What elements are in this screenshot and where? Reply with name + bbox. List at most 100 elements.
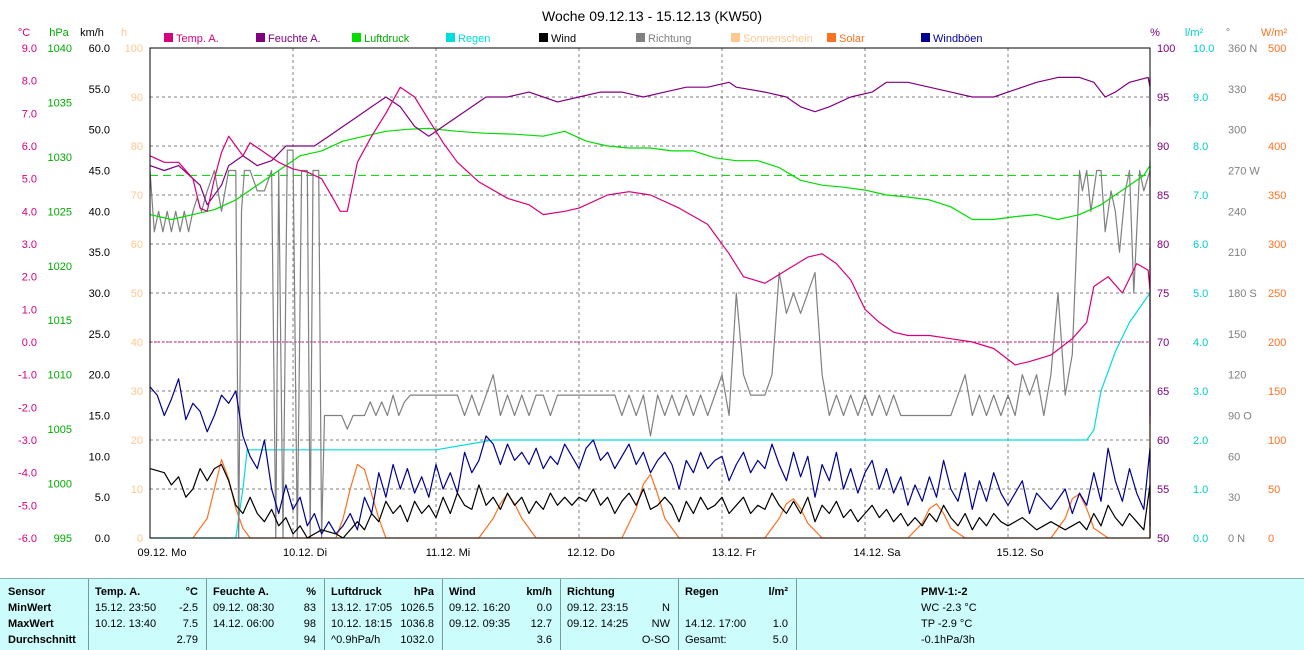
- legend-item: Luftdruck: [352, 33, 410, 45]
- direction-min-time: 09.12. 23:15: [567, 602, 629, 614]
- tick-label-humidity: 90: [1157, 141, 1169, 153]
- rain-max-value: 1.0: [772, 618, 788, 630]
- table-col-rain: Regen l/m² 14.12. 17:00 1.0 Gesamt: 5.0: [678, 579, 796, 650]
- tick-label-solar: 150: [1268, 386, 1286, 398]
- series-line-luftdruck: [149, 127, 1151, 221]
- humidity-avg-value: 94: [303, 634, 316, 646]
- legend: Temp. A. Feuchte A. Luftdruck Regen Wind Rich…: [164, 33, 983, 45]
- tick-label-rain: 9.0: [1193, 92, 1208, 104]
- legend-swatch: [256, 33, 265, 42]
- tick-label-sun: 80: [131, 141, 143, 153]
- table-col-wind: Wind km/h 09.12. 16:20 0.0 09.12. 09:35 12.…: [442, 579, 560, 650]
- legend-item: Feuchte A.: [256, 33, 321, 45]
- tick-label-temp: 8.0: [22, 76, 37, 88]
- table-header-wind: Wind: [449, 586, 476, 598]
- tick-label-direction: 30: [1228, 492, 1240, 504]
- tick-label-temp: 6.0: [22, 141, 37, 153]
- tick-label-solar: 200: [1268, 337, 1286, 349]
- pressure-trend: ^0.9hPa/h: [331, 634, 381, 646]
- tick-label-rain: 10.0: [1193, 43, 1214, 55]
- tick-label-temp: 9.0: [22, 43, 37, 55]
- legend-swatch: [636, 33, 645, 42]
- series-line-wind: [149, 463, 1151, 539]
- tick-label-wind: 35.0: [89, 247, 110, 259]
- legend-swatch: [164, 33, 173, 42]
- tick-label-humidity: 65: [1157, 386, 1169, 398]
- axis-unit-labels: °C hPa km/h h% l/m² ° W/m²: [18, 27, 1288, 39]
- axis-unit-solar: W/m²: [1261, 27, 1288, 39]
- tick-label-solar: 350: [1268, 190, 1286, 202]
- legend-label: Windböen: [933, 33, 983, 45]
- tick-label-rain: 7.0: [1193, 190, 1208, 202]
- tick-label-direction: 150: [1228, 329, 1246, 341]
- table-unit-wind: km/h: [526, 586, 552, 598]
- tick-label-sun: 10: [131, 484, 143, 496]
- tick-label-solar: 500: [1268, 43, 1286, 55]
- tick-label-direction: 270 W: [1228, 166, 1260, 178]
- tick-label-direction: 90 O: [1228, 411, 1252, 423]
- tick-label-pressure: 1025: [48, 206, 72, 218]
- tick-label-temp: -1.0: [18, 370, 37, 382]
- table-header-sensor: Sensor: [8, 586, 46, 598]
- rain-total-label: Gesamt:: [685, 634, 727, 646]
- temp-max-time: 10.12. 13:40: [95, 618, 157, 630]
- pressure-min-value: 1026.5: [400, 602, 434, 614]
- tick-label-direction: 360 N: [1228, 43, 1257, 55]
- tick-label-sun: 30: [131, 386, 143, 398]
- tick-label-humidity: 75: [1157, 288, 1169, 300]
- table-unit-rain: l/m²: [768, 586, 788, 598]
- direction-min-value: N: [662, 602, 670, 614]
- series-line-feuchte-a: [149, 76, 1151, 206]
- tick-label-rain: 3.0: [1193, 386, 1208, 398]
- legend-item: Temp. A.: [164, 33, 219, 45]
- legend-label: Temp. A.: [176, 33, 219, 45]
- legend-item: Regen: [446, 33, 490, 45]
- legend-swatch: [921, 33, 930, 42]
- tick-label-pressure: 1015: [48, 315, 72, 327]
- tick-label-temp: -6.0: [18, 533, 37, 545]
- legend-item: Solar: [827, 33, 865, 45]
- tick-label-pressure: 995: [54, 533, 72, 545]
- tick-label-humidity: 70: [1157, 337, 1169, 349]
- tick-label-pressure: 1000: [48, 479, 72, 491]
- temp-min-value: -2.5: [179, 602, 198, 614]
- wind-max-time: 09.12. 09:35: [449, 618, 511, 630]
- legend-item: Wind: [539, 33, 576, 45]
- tick-label-humidity: 100: [1157, 43, 1175, 55]
- legend-label: Feuchte A.: [268, 33, 321, 45]
- tick-label-humidity: 95: [1157, 92, 1169, 104]
- pressure-max-value: 1036.8: [400, 618, 434, 630]
- tick-label-wind: 50.0: [89, 125, 110, 137]
- table-header-rain: Regen: [685, 586, 719, 598]
- tick-label-temp: -3.0: [18, 435, 37, 447]
- tick-label-rain: 8.0: [1193, 141, 1208, 153]
- tick-label-solar: 300: [1268, 239, 1286, 251]
- tick-label-temp: 1.0: [22, 304, 37, 316]
- rain-max-time: 14.12. 17:00: [685, 618, 747, 630]
- legend-swatch: [539, 33, 548, 42]
- legend-label: Sonnenschein: [743, 33, 813, 45]
- tick-label-humidity: 80: [1157, 239, 1169, 251]
- tick-label-pressure: 1030: [48, 152, 72, 164]
- tick-label-sun: 60: [131, 239, 143, 251]
- wind-min-time: 09.12. 16:20: [449, 602, 511, 614]
- table-col-direction: Richtung 09.12. 23:15 N 09.12. 14:25 NW O-…: [560, 579, 678, 650]
- tick-label-solar: 100: [1268, 435, 1286, 447]
- tick-label-direction: 300: [1228, 125, 1246, 137]
- humidity-min-value: 83: [303, 602, 316, 614]
- humidity-max-value: 98: [303, 618, 316, 630]
- table-rowlabel-avg: Durchschnitt: [8, 634, 76, 646]
- tick-label-direction: 180 S: [1228, 288, 1257, 300]
- axis-unit-rain: l/m²: [1185, 27, 1204, 39]
- tick-label-humidity: 85: [1157, 190, 1169, 202]
- table-col-sensor: Sensor MinWert MaxWert Durchschnitt: [0, 579, 88, 650]
- pmv-windchill: WC -2.3 °C: [921, 602, 977, 614]
- legend-swatch: [827, 33, 836, 42]
- tick-label-humidity: 60: [1157, 435, 1169, 447]
- tick-label-rain: 6.0: [1193, 239, 1208, 251]
- legend-label: Regen: [458, 33, 490, 45]
- rain-total-value: 5.0: [772, 634, 788, 646]
- tick-label-temp: 0.0: [22, 337, 37, 349]
- tick-label-pressure: 1005: [48, 424, 72, 436]
- series-group: [149, 76, 1151, 539]
